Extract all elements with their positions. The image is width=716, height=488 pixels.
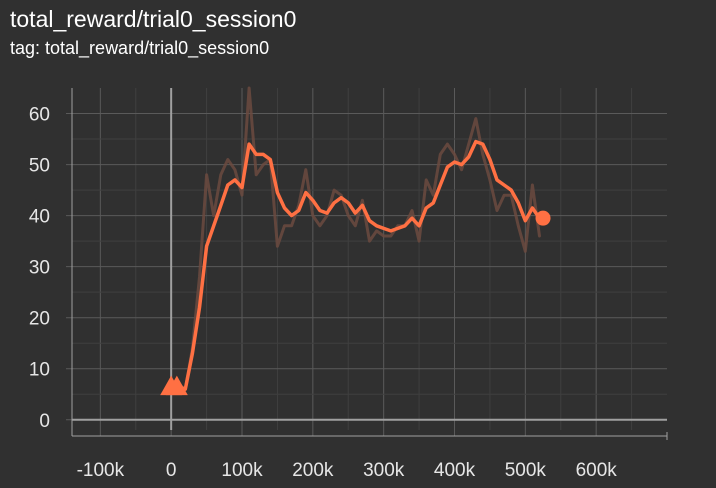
x-tick-label: 200k — [292, 460, 334, 481]
markers — [160, 210, 551, 396]
y-tick-label: 20 — [29, 309, 50, 330]
chart-title: total_reward/trial0_session0 — [10, 6, 297, 32]
raw-series-line — [169, 86, 541, 391]
end-marker-circle — [535, 210, 551, 226]
y-tick-label: 60 — [29, 105, 50, 126]
y-tick-label: 10 — [29, 360, 50, 381]
series — [169, 86, 542, 391]
x-tick-label: 300k — [363, 460, 405, 481]
x-tick-label: -100k — [77, 460, 125, 481]
chart-tag: tag: total_reward/trial0_session0 — [10, 38, 270, 58]
axes — [71, 88, 668, 440]
x-tick-label: 500k — [505, 460, 547, 481]
y-tick-label: 30 — [29, 258, 50, 279]
x-tick-label: 600k — [576, 460, 618, 481]
y-tick-label: 50 — [29, 156, 50, 177]
x-tick-label: 400k — [434, 460, 476, 481]
y-tick-label: 0 — [39, 411, 50, 432]
x-tick-label: 100k — [221, 460, 263, 481]
y-tick-label: 40 — [29, 207, 50, 228]
x-tick-label: 0 — [166, 460, 177, 481]
grid — [66, 88, 667, 436]
tick-labels: -100k 0 100k 200k 300k 400k 500k 600k 0 10 20 30 40 5… — [29, 105, 617, 481]
start-marker-triangle — [165, 375, 188, 396]
smoothed-series-line — [169, 139, 542, 391]
